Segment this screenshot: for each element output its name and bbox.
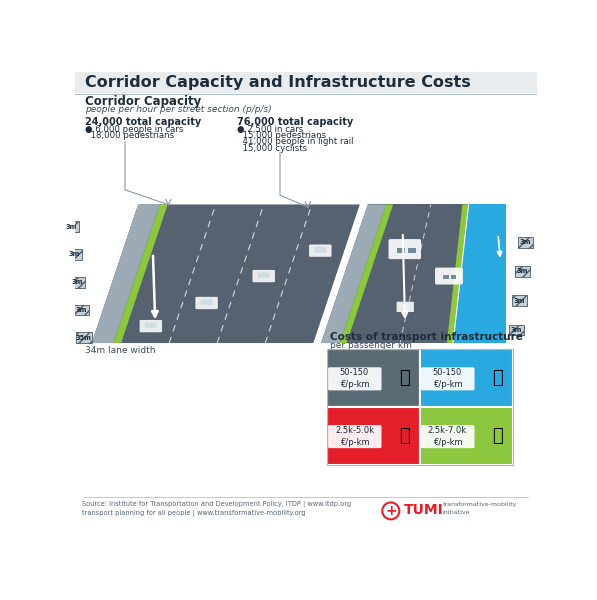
FancyBboxPatch shape	[421, 367, 475, 391]
Bar	[443, 275, 449, 279]
Text: 🚶: 🚶	[399, 369, 410, 387]
FancyBboxPatch shape	[195, 297, 218, 309]
Text: 3m: 3m	[520, 239, 531, 245]
Text: 3m: 3m	[75, 307, 87, 313]
Text: Corridor Capacity: Corridor Capacity	[85, 95, 202, 108]
Text: 50-150
€/p-km: 50-150 €/p-km	[433, 368, 462, 389]
Bar	[397, 248, 405, 253]
Bar	[76, 332, 92, 343]
Text: 2.5k-5.0k
€/p-km: 2.5k-5.0k €/p-km	[335, 426, 374, 447]
Text: 3m: 3m	[514, 298, 525, 304]
Polygon shape	[321, 205, 386, 343]
Text: 🚲: 🚲	[491, 369, 502, 387]
FancyBboxPatch shape	[253, 270, 275, 282]
FancyBboxPatch shape	[435, 268, 463, 284]
Text: transformative-mobility: transformative-mobility	[443, 502, 517, 507]
Bar	[509, 325, 524, 335]
Text: initiative: initiative	[443, 510, 470, 515]
Polygon shape	[92, 205, 360, 343]
Text: 3m: 3m	[66, 224, 77, 230]
Text: 41,000 people in light rail: 41,000 people in light rail	[238, 137, 354, 146]
Polygon shape	[453, 205, 506, 343]
Bar	[327, 349, 420, 407]
Bar	[408, 248, 416, 253]
Text: 🚗: 🚗	[399, 427, 410, 445]
Text: Costs of transport infrastructure: Costs of transport infrastructure	[330, 332, 522, 342]
Text: ● 2,500 in cars: ● 2,500 in cars	[238, 125, 304, 134]
Text: ● 6,000 people in cars: ● 6,000 people in cars	[85, 125, 184, 134]
FancyBboxPatch shape	[314, 247, 327, 253]
Polygon shape	[447, 205, 469, 343]
Text: 76,000 total capacity: 76,000 total capacity	[238, 117, 353, 127]
Text: transport planning for all people | www.transformative-mobility.org: transport planning for all people | www.…	[82, 510, 306, 517]
Text: 15,000 cyclists: 15,000 cyclists	[238, 143, 307, 152]
FancyBboxPatch shape	[258, 272, 270, 278]
Text: people per hour per street section (p/p/s): people per hour per street section (p/p/…	[85, 105, 272, 114]
FancyBboxPatch shape	[201, 299, 213, 305]
Text: 24,000 total capacity: 24,000 total capacity	[85, 117, 202, 127]
Bar	[515, 266, 530, 277]
Text: +: +	[385, 504, 396, 518]
FancyBboxPatch shape	[328, 367, 381, 391]
Polygon shape	[92, 205, 160, 343]
Text: per passenger km: per passenger km	[330, 341, 411, 350]
Text: 50-150
€/p-km: 50-150 €/p-km	[340, 368, 369, 389]
FancyBboxPatch shape	[396, 302, 414, 312]
Bar	[75, 72, 537, 93]
FancyBboxPatch shape	[328, 425, 381, 448]
Bar	[327, 407, 420, 464]
Bar	[420, 407, 512, 464]
Bar	[451, 275, 456, 279]
Text: 35m: 35m	[76, 335, 92, 341]
Text: 2.5k-7.0k
€/p-km: 2.5k-7.0k €/p-km	[428, 426, 467, 447]
Bar	[64, 221, 79, 232]
Text: Corridor Capacity and Infrastructure Costs: Corridor Capacity and Infrastructure Cos…	[85, 74, 471, 89]
Bar	[420, 349, 512, 407]
FancyBboxPatch shape	[140, 320, 162, 332]
Bar	[70, 277, 85, 287]
FancyBboxPatch shape	[145, 322, 157, 328]
Text: 18,000 pedestrians: 18,000 pedestrians	[85, 131, 174, 140]
Text: 3m: 3m	[69, 251, 81, 257]
Bar	[67, 249, 82, 260]
Text: 🚊: 🚊	[491, 427, 502, 445]
Text: 3m: 3m	[72, 279, 84, 285]
Bar	[327, 349, 512, 464]
Text: 3m: 3m	[510, 327, 522, 333]
Polygon shape	[340, 205, 393, 343]
Text: 3m: 3m	[517, 268, 528, 274]
Polygon shape	[321, 205, 506, 343]
Text: Source: Institute for Transportation and Development Policy, ITDP | www.itdp.org: Source: Institute for Transportation and…	[82, 501, 352, 508]
FancyBboxPatch shape	[389, 239, 421, 259]
Text: TUMI: TUMI	[404, 503, 444, 517]
FancyBboxPatch shape	[309, 244, 331, 257]
Text: 34m lane width: 34m lane width	[85, 346, 156, 355]
Bar	[518, 237, 534, 248]
Bar	[512, 295, 527, 306]
FancyBboxPatch shape	[421, 425, 475, 448]
Bar	[73, 305, 88, 316]
Polygon shape	[113, 205, 168, 343]
Text: 15,000 pedestrians: 15,000 pedestrians	[238, 131, 327, 140]
